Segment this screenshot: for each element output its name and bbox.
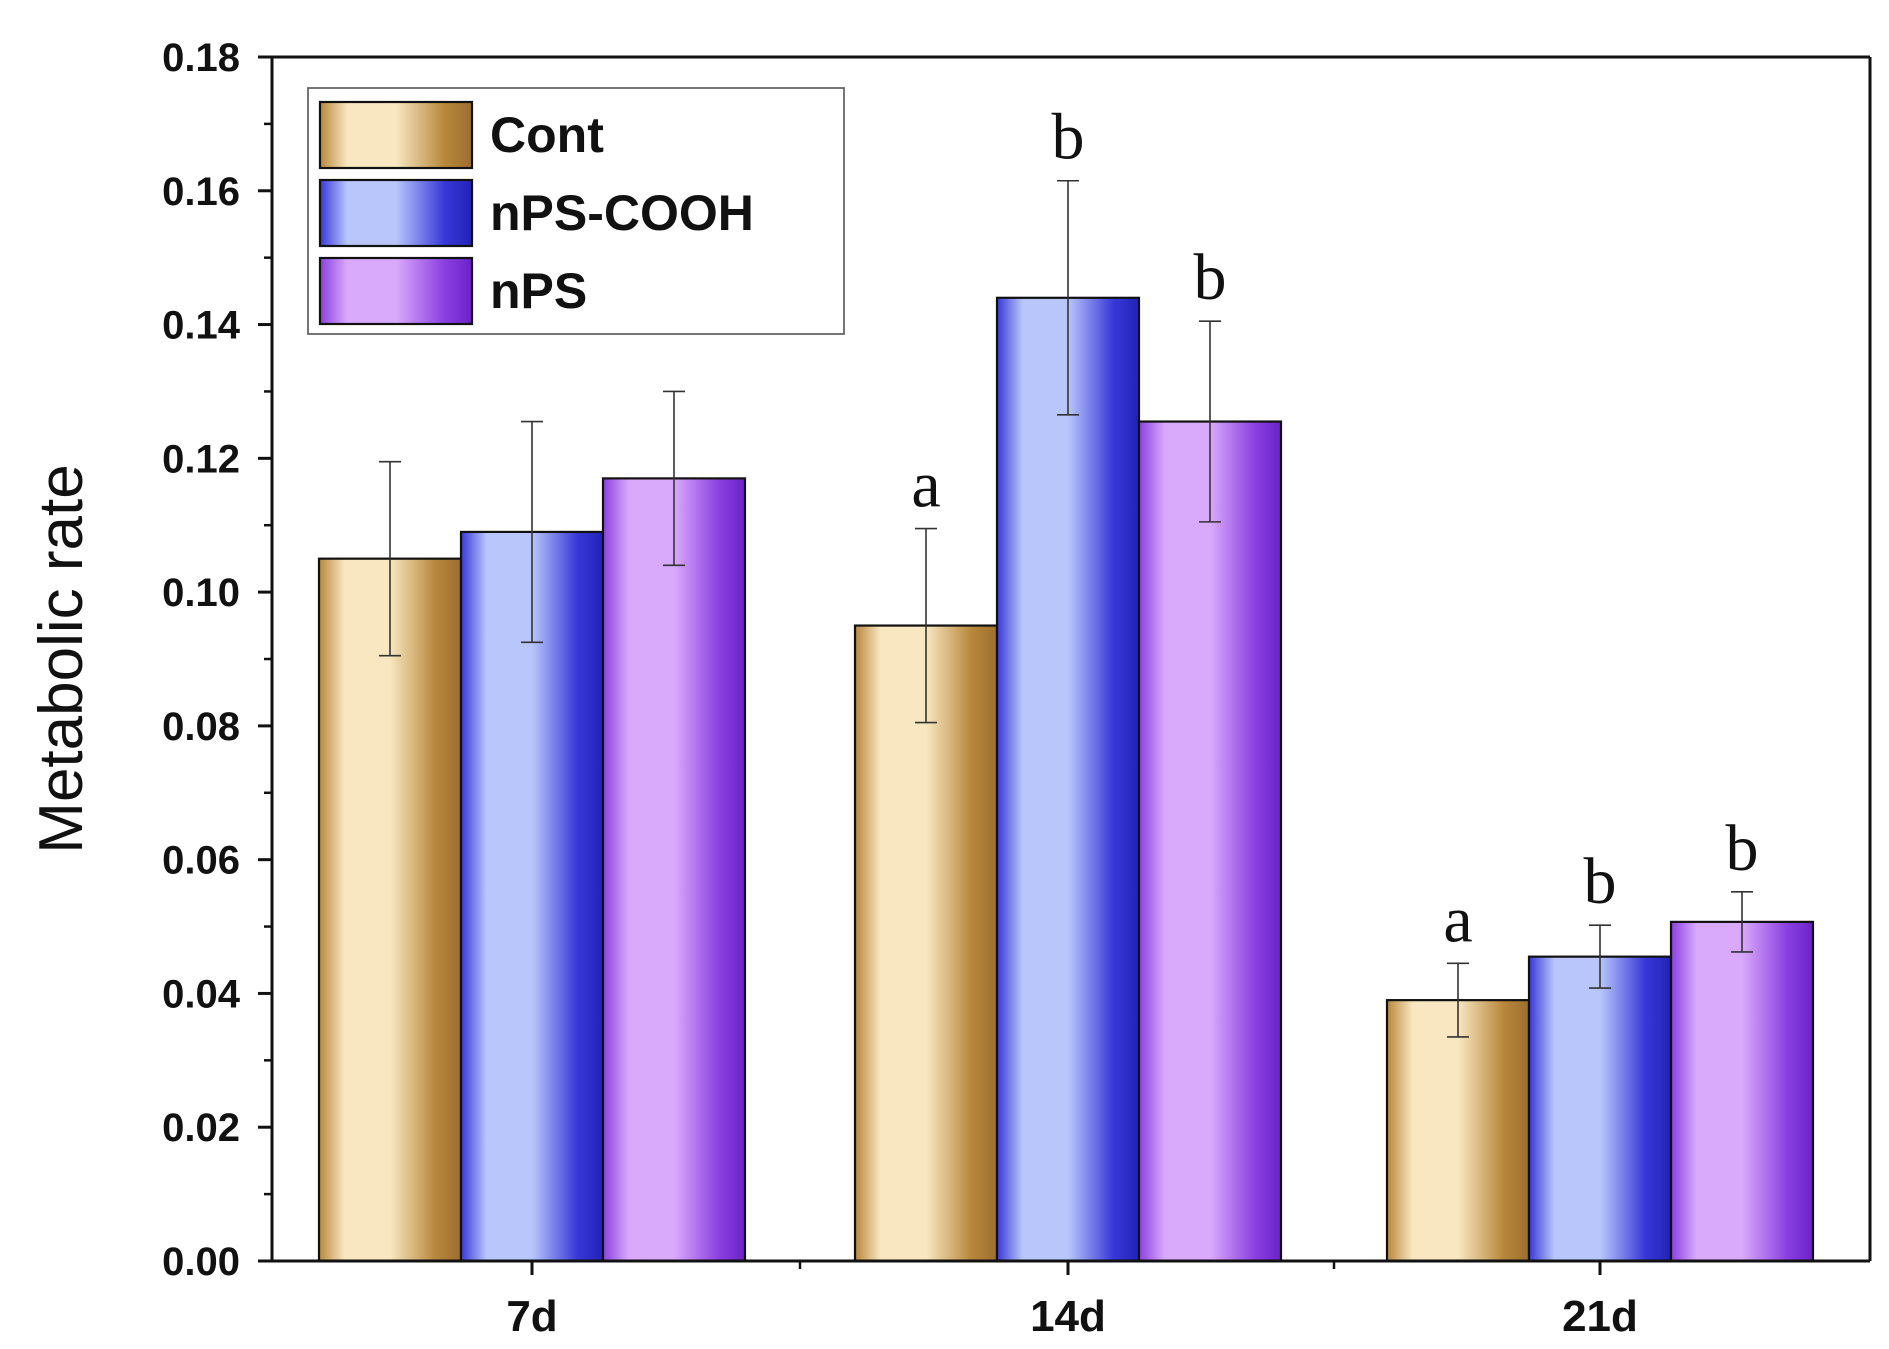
- y-tick-label: 0.10: [162, 571, 240, 615]
- y-tick-label: 0.00: [162, 1240, 240, 1284]
- x-tick-label: 14d: [1030, 1292, 1106, 1341]
- bar-nps-14d: [1137, 420, 1283, 1263]
- y-tick-label: 0.02: [162, 1106, 240, 1150]
- significance-label: a: [911, 449, 940, 522]
- y-tick-label: 0.04: [162, 972, 241, 1016]
- y-axis-title: Metabolic rate: [27, 464, 96, 853]
- bar-nps-21d: [1669, 920, 1815, 1263]
- bar-nps-7d: [601, 477, 747, 1263]
- legend-label-nps: nPS: [490, 263, 587, 319]
- significance-label: b: [1726, 812, 1759, 885]
- bar-cont-14d: [853, 624, 999, 1263]
- bar-cont-7d: [317, 557, 463, 1263]
- y-tick-label: 0.16: [162, 170, 240, 214]
- x-tick-label: 7d: [506, 1292, 557, 1341]
- legend-label-nps-cooh: nPS-COOH: [490, 185, 754, 241]
- legend-swatch-cont: [318, 100, 474, 170]
- significance-label: b: [1584, 845, 1617, 918]
- bar-cont-21d: [1385, 999, 1531, 1263]
- legend-label-cont: Cont: [490, 107, 604, 163]
- y-tick-label: 0.18: [162, 36, 240, 80]
- significance-label: b: [1052, 101, 1085, 174]
- bar-nps-cooh-14d: [995, 296, 1141, 1263]
- y-tick-label: 0.08: [162, 705, 240, 749]
- x-tick-label: 21d: [1562, 1292, 1638, 1341]
- bar-nps-cooh-21d: [1527, 955, 1673, 1263]
- y-tick-label: 0.14: [162, 304, 241, 348]
- significance-label: a: [1443, 883, 1472, 956]
- legend-swatch-nps: [318, 256, 474, 326]
- y-tick-label: 0.06: [162, 839, 240, 883]
- legend-swatch-nps-cooh: [318, 178, 474, 248]
- significance-label: b: [1194, 241, 1227, 314]
- bar-nps-cooh-7d: [459, 530, 605, 1263]
- y-tick-label: 0.12: [162, 437, 240, 481]
